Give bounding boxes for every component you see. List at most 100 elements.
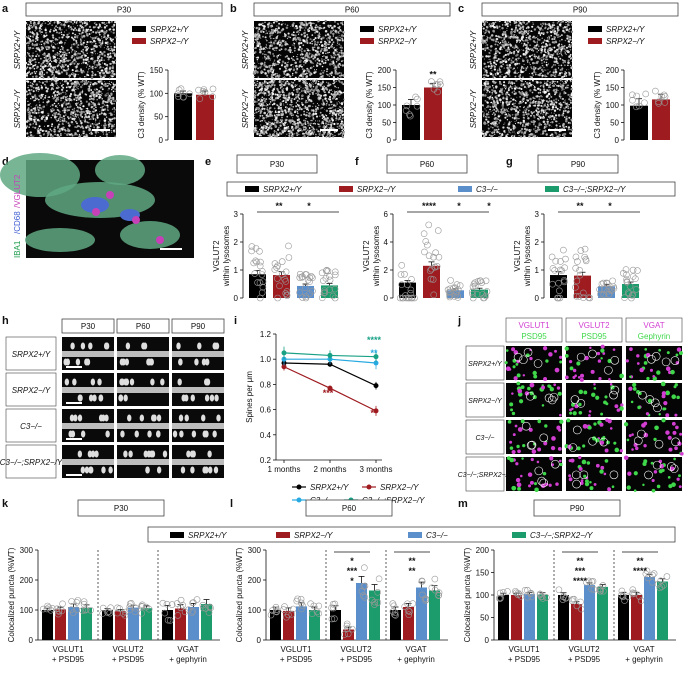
puncta	[82, 28, 85, 31]
puncta	[570, 22, 572, 24]
puncta	[301, 130, 303, 132]
puncta	[92, 114, 94, 117]
puncta	[87, 81, 90, 83]
puncta	[90, 40, 92, 43]
puncta	[59, 104, 61, 107]
puncta	[543, 40, 546, 42]
puncta	[505, 49, 508, 52]
puncta	[103, 104, 106, 106]
puncta	[552, 53, 555, 55]
puncta	[291, 52, 293, 54]
puncta	[288, 61, 289, 63]
puncta	[283, 73, 286, 75]
puncta	[81, 25, 83, 28]
puncta	[567, 61, 570, 65]
puncta	[109, 55, 112, 59]
puncta	[91, 102, 93, 104]
puncta	[98, 39, 102, 42]
puncta	[302, 129, 304, 131]
puncta	[33, 58, 37, 61]
puncta	[74, 126, 77, 128]
puncta	[485, 31, 487, 33]
puncta	[550, 31, 552, 34]
puncta	[533, 55, 536, 58]
puncta	[107, 92, 109, 94]
puncta	[339, 132, 342, 135]
puncta	[259, 120, 262, 123]
puncta	[253, 127, 256, 130]
puncta	[341, 122, 343, 125]
puncta	[507, 46, 510, 49]
puncta	[38, 101, 40, 103]
puncta	[81, 101, 83, 104]
puncta	[284, 62, 287, 65]
puncta	[113, 60, 116, 64]
puncta	[44, 95, 47, 97]
puncta	[284, 32, 286, 35]
puncta	[84, 76, 86, 78]
puncta	[26, 125, 29, 128]
puncta	[335, 112, 338, 115]
puncta	[324, 29, 328, 33]
puncta	[54, 116, 57, 119]
puncta	[297, 48, 301, 51]
puncta	[89, 95, 92, 98]
puncta	[287, 35, 290, 38]
puncta	[261, 69, 263, 71]
puncta	[518, 32, 520, 34]
puncta	[33, 111, 36, 114]
puncta	[494, 43, 497, 46]
puncta	[324, 97, 327, 100]
puncta	[285, 94, 288, 97]
puncta	[52, 37, 55, 39]
y-tick-label: 0	[387, 136, 392, 145]
puncta	[337, 39, 339, 42]
puncta	[329, 112, 331, 115]
puncta	[88, 87, 91, 89]
puncta	[326, 88, 328, 91]
puncta	[269, 53, 272, 55]
puncta	[294, 76, 297, 79]
puncta	[511, 46, 514, 48]
puncta	[68, 49, 70, 51]
puncta	[96, 115, 98, 117]
puncta	[531, 48, 534, 50]
puncta	[57, 119, 60, 122]
puncta	[320, 76, 323, 79]
puncta	[310, 100, 312, 102]
puncta	[324, 126, 327, 128]
puncta	[275, 29, 278, 31]
puncta	[98, 45, 100, 46]
puncta	[97, 31, 99, 33]
puncta	[90, 67, 92, 69]
puncta	[44, 64, 47, 68]
puncta	[72, 73, 75, 76]
micrograph-c-ko	[481, 78, 574, 138]
puncta	[81, 35, 83, 37]
puncta	[273, 134, 277, 138]
puncta	[559, 50, 562, 53]
puncta	[559, 52, 561, 54]
puncta	[332, 109, 336, 112]
puncta	[257, 27, 260, 30]
puncta	[253, 41, 256, 44]
puncta	[75, 56, 78, 59]
puncta	[539, 111, 541, 113]
puncta	[303, 49, 306, 53]
puncta	[265, 46, 267, 49]
puncta	[253, 75, 255, 78]
puncta	[277, 26, 280, 30]
puncta	[317, 94, 319, 96]
puncta	[93, 22, 96, 24]
puncta	[59, 82, 61, 84]
puncta	[531, 77, 533, 79]
puncta	[336, 90, 338, 92]
puncta	[61, 118, 63, 120]
puncta	[55, 79, 59, 82]
puncta	[321, 113, 324, 117]
puncta	[340, 111, 343, 115]
puncta	[24, 61, 28, 65]
puncta	[522, 39, 525, 42]
puncta	[52, 85, 55, 87]
puncta	[28, 89, 30, 92]
